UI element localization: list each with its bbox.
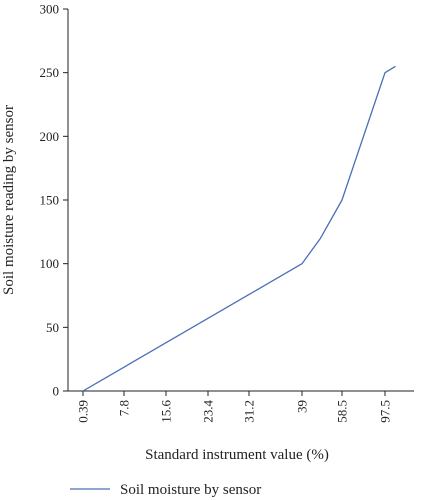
- y-tick-label: 100: [40, 256, 60, 271]
- x-axis: 0.39 7.8 15.6 23.4 31.2 39 58.5 97.5: [68, 390, 414, 423]
- series-line-0: [82, 65, 396, 392]
- x-tick-label: 15.6: [159, 400, 174, 423]
- x-tick-label: 7.8: [117, 400, 132, 416]
- x-tick-label: 58.5: [335, 400, 350, 423]
- y-tick-label: 150: [40, 193, 60, 208]
- y-tick-label: 300: [40, 2, 60, 17]
- x-tick-label: 31.2: [242, 400, 257, 423]
- y-tick-label: 0: [53, 384, 60, 399]
- legend: Soil moisture by sensor: [70, 482, 261, 498]
- x-tick-label: 0.39: [76, 400, 91, 423]
- x-tick-label: 23.4: [201, 400, 216, 423]
- y-tick-label: 200: [40, 129, 60, 144]
- legend-label: Soil moisture by sensor: [120, 482, 261, 498]
- x-axis-label: Standard instrument value (%): [145, 447, 329, 463]
- x-tick-label: 97.5: [378, 400, 393, 423]
- y-tick-label: 50: [46, 320, 59, 335]
- y-axis: 0 50 100 150 200 250 300: [40, 2, 69, 399]
- x-tick-label: 39: [295, 400, 310, 413]
- series-layer: [82, 65, 396, 392]
- y-axis-label: Soil moisture reading by sensor: [1, 105, 17, 295]
- y-tick-label: 250: [40, 65, 60, 80]
